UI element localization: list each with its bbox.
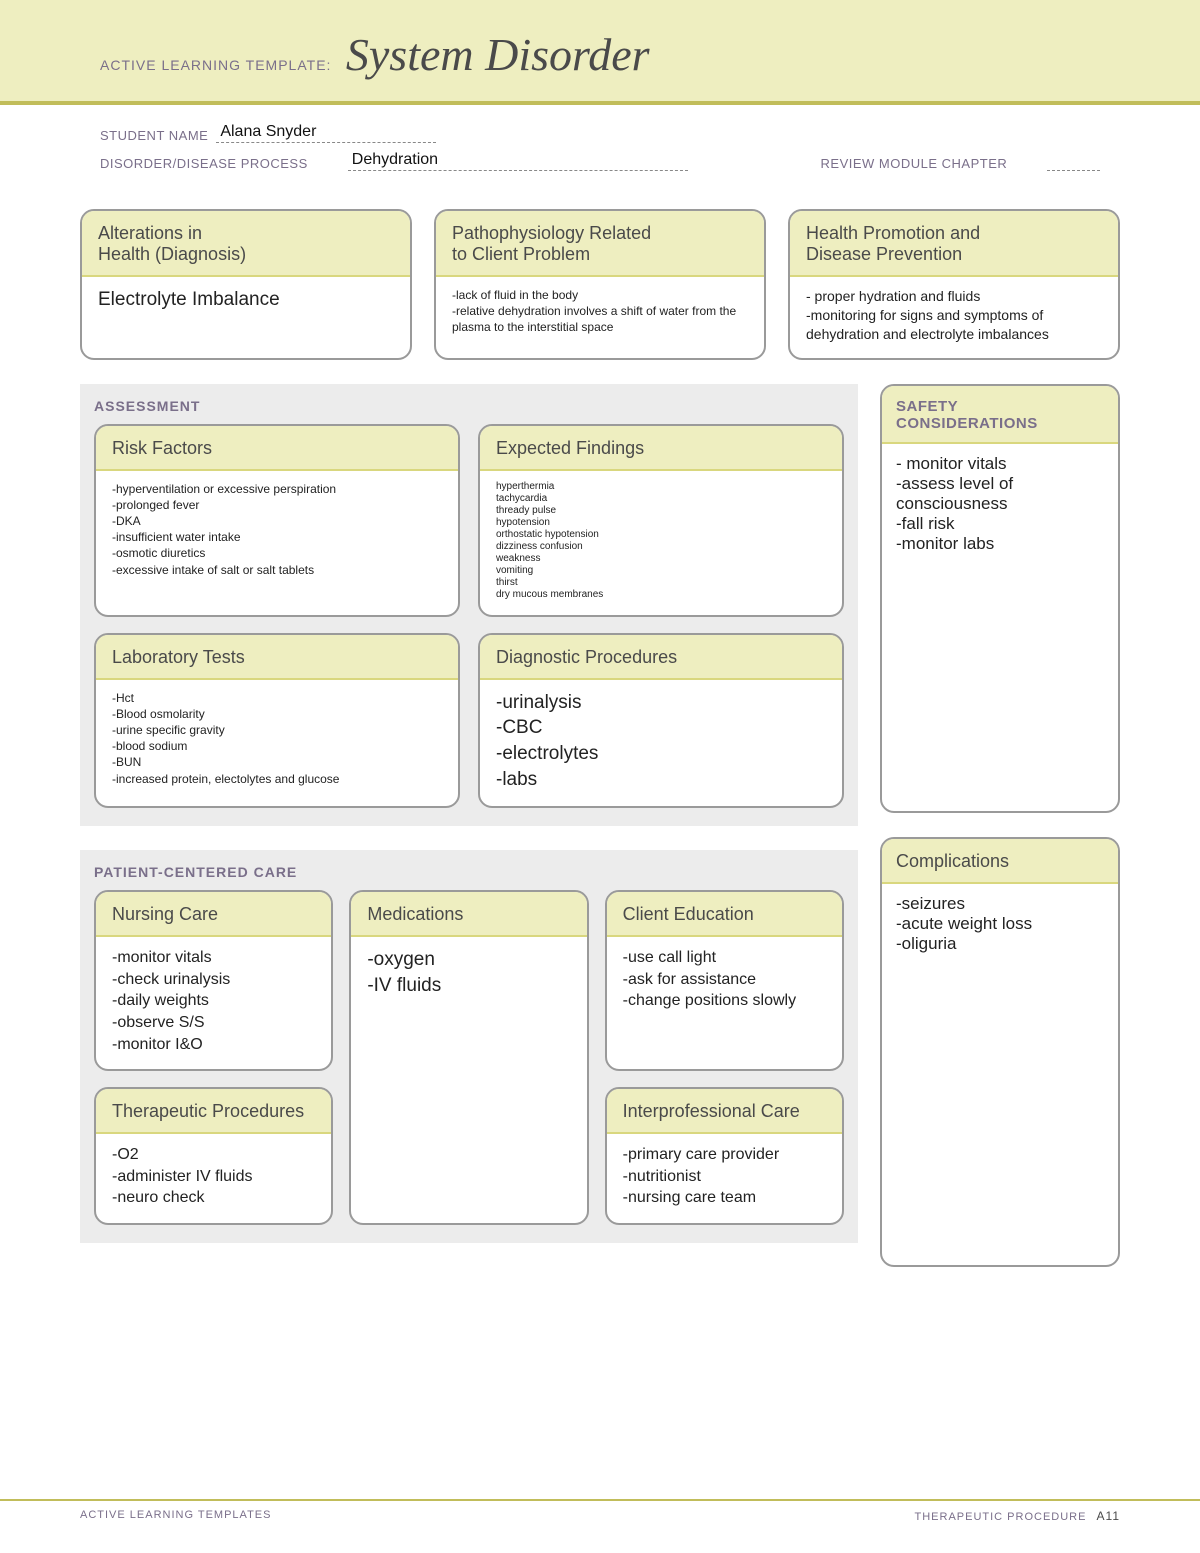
review-label: REVIEW MODULE CHAPTER: [821, 156, 1008, 171]
disorder-label: DISORDER/DISEASE PROCESS: [100, 156, 308, 171]
nursing-body: -monitor vitals -check urinalysis -daily…: [96, 937, 331, 1069]
pcc-section: PATIENT-CENTERED CARE Nursing Care -moni…: [80, 850, 858, 1243]
main-grid: ASSESSMENT Risk Factors -hyperventilatio…: [80, 384, 1120, 1267]
findings-body: hyperthermia tachycardia thready pulse h…: [480, 471, 842, 615]
alterations-card: Alterations in Health (Diagnosis) Electr…: [80, 209, 412, 360]
inter-body: -primary care provider -nutritionist -nu…: [607, 1134, 842, 1223]
assessment-heading: ASSESSMENT: [94, 398, 844, 414]
meta-block: STUDENT NAME Alana Snyder DISORDER/DISEA…: [0, 105, 1200, 189]
safety-body: - monitor vitals -assess level of consci…: [882, 444, 1118, 812]
ther-title: Therapeutic Procedures: [96, 1089, 331, 1134]
footer-right-label: THERAPEUTIC PROCEDURE: [915, 1511, 1087, 1523]
ther-body: -O2 -administer IV fluids -neuro check: [96, 1134, 331, 1223]
promo-card: Health Promotion and Disease Prevention …: [788, 209, 1120, 360]
banner-prefix: ACTIVE LEARNING TEMPLATE:: [100, 57, 331, 73]
disorder-row: DISORDER/DISEASE PROCESS Dehydration REV…: [100, 151, 1100, 171]
page: ACTIVE LEARNING TEMPLATE: System Disorde…: [0, 0, 1200, 1553]
diag-body: -urinalysis -CBC -electrolytes -labs: [480, 680, 842, 807]
banner-title: System Disorder: [346, 28, 650, 81]
complications-title: Complications: [882, 839, 1118, 884]
assessment-section: ASSESSMENT Risk Factors -hyperventilatio…: [80, 384, 858, 827]
labs-card: Laboratory Tests -Hct -Blood osmolarity …: [94, 633, 460, 809]
footer-page: A11: [1097, 1509, 1120, 1523]
edu-card: Client Education -use call light -ask fo…: [605, 890, 844, 1071]
promo-body: - proper hydration and fluids -monitorin…: [790, 277, 1118, 358]
meds-body: -oxygen -IV fluids: [351, 937, 586, 1012]
student-row: STUDENT NAME Alana Snyder: [100, 123, 1100, 143]
findings-card: Expected Findings hyperthermia tachycard…: [478, 424, 844, 617]
content: Alterations in Health (Diagnosis) Electr…: [0, 189, 1200, 1267]
disorder-value: Dehydration: [348, 151, 688, 171]
edu-body: -use call light -ask for assistance -cha…: [607, 937, 842, 1026]
right-column: SAFETY CONSIDERATIONS - monitor vitals -…: [880, 384, 1120, 1267]
patho-card: Pathophysiology Related to Client Proble…: [434, 209, 766, 360]
alterations-title: Alterations in Health (Diagnosis): [82, 211, 410, 277]
meds-card: Medications -oxygen -IV fluids: [349, 890, 588, 1225]
nursing-card: Nursing Care -monitor vitals -check urin…: [94, 890, 333, 1071]
findings-title: Expected Findings: [480, 426, 842, 471]
inter-card: Interprofessional Care -primary care pro…: [605, 1087, 844, 1225]
footer: ACTIVE LEARNING TEMPLATES THERAPEUTIC PR…: [0, 1499, 1200, 1523]
edu-title: Client Education: [607, 892, 842, 937]
student-value: Alana Snyder: [216, 123, 436, 143]
diag-card: Diagnostic Procedures -urinalysis -CBC -…: [478, 633, 844, 809]
banner: ACTIVE LEARNING TEMPLATE: System Disorde…: [0, 0, 1200, 105]
safety-card: SAFETY CONSIDERATIONS - monitor vitals -…: [880, 384, 1120, 814]
footer-left: ACTIVE LEARNING TEMPLATES: [80, 1509, 271, 1523]
complications-body: -seizures -acute weight loss -oliguria: [882, 884, 1118, 1265]
risk-body: -hyperventilation or excessive perspirat…: [96, 471, 458, 592]
risk-title: Risk Factors: [96, 426, 458, 471]
labs-title: Laboratory Tests: [96, 635, 458, 680]
safety-heading: SAFETY CONSIDERATIONS: [882, 386, 1118, 444]
ther-card: Therapeutic Procedures -O2 -administer I…: [94, 1087, 333, 1225]
left-column: ASSESSMENT Risk Factors -hyperventilatio…: [80, 384, 858, 1267]
alterations-body: Electrolyte Imbalance: [82, 277, 410, 327]
patho-title: Pathophysiology Related to Client Proble…: [436, 211, 764, 277]
complications-card: Complications -seizures -acute weight lo…: [880, 837, 1120, 1267]
meds-title: Medications: [351, 892, 586, 937]
inter-title: Interprofessional Care: [607, 1089, 842, 1134]
diag-title: Diagnostic Procedures: [480, 635, 842, 680]
risk-card: Risk Factors -hyperventilation or excess…: [94, 424, 460, 617]
pcc-heading: PATIENT-CENTERED CARE: [94, 864, 844, 880]
student-label: STUDENT NAME: [100, 128, 208, 143]
labs-body: -Hct -Blood osmolarity -urine specific g…: [96, 680, 458, 801]
nursing-title: Nursing Care: [96, 892, 331, 937]
promo-title: Health Promotion and Disease Prevention: [790, 211, 1118, 277]
patho-body: -lack of fluid in the body -relative deh…: [436, 277, 764, 350]
top-row: Alterations in Health (Diagnosis) Electr…: [80, 209, 1120, 360]
footer-right: THERAPEUTIC PROCEDURE A11: [915, 1509, 1121, 1523]
review-blank: [1047, 158, 1100, 171]
